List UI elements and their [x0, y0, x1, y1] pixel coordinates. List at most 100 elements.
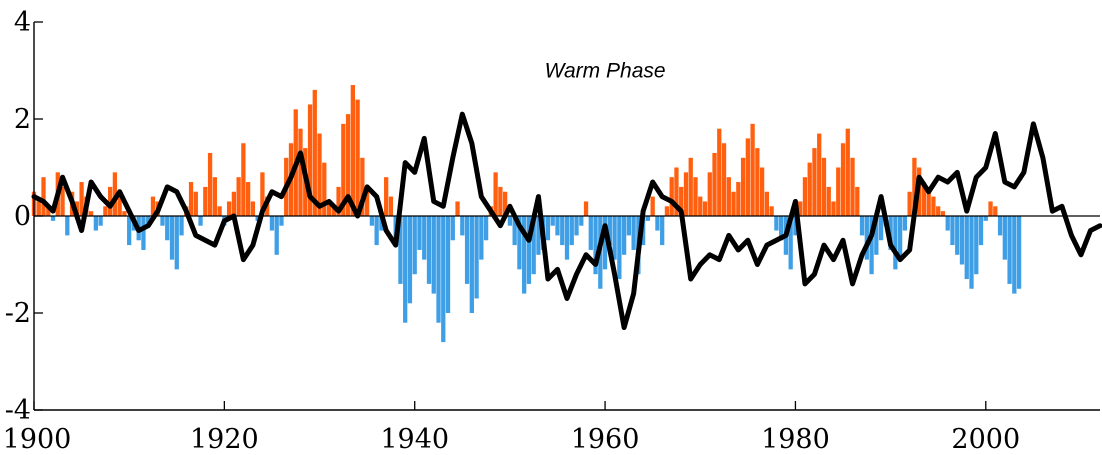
bar	[836, 167, 841, 216]
bar	[740, 157, 746, 216]
bar	[350, 85, 355, 216]
bar	[426, 216, 432, 284]
bar	[878, 216, 884, 241]
bar	[964, 216, 969, 280]
bar	[1007, 216, 1012, 284]
bar	[812, 148, 817, 216]
bar	[431, 216, 436, 294]
bar	[569, 216, 574, 246]
y-tick-label: -2	[5, 298, 31, 329]
bar	[579, 216, 584, 226]
y-tick-label: -4	[5, 395, 31, 426]
bar	[893, 216, 898, 270]
bar	[645, 216, 651, 221]
bar	[664, 206, 670, 216]
y-ticks: 4 2 0 -2 -4	[5, 7, 43, 426]
bar	[779, 216, 784, 241]
bar	[412, 216, 417, 275]
bar	[407, 216, 413, 304]
bar	[545, 216, 551, 241]
bar	[522, 216, 527, 294]
bar	[550, 216, 555, 226]
bar	[122, 211, 127, 216]
bar	[388, 196, 394, 216]
y-tick-label: 4	[14, 7, 31, 38]
bar	[988, 201, 993, 216]
bar	[993, 206, 998, 216]
bar	[726, 177, 731, 216]
bar	[788, 216, 793, 270]
x-tick-label: 1940	[380, 424, 449, 455]
bar	[912, 157, 917, 216]
bar	[574, 216, 579, 236]
bar	[112, 172, 118, 216]
bar	[236, 177, 241, 216]
bar	[940, 211, 946, 216]
bar	[717, 128, 722, 216]
y-tick-label: 2	[14, 104, 31, 135]
bar	[950, 216, 955, 246]
bar	[583, 201, 589, 216]
bar	[688, 157, 693, 216]
bar	[955, 216, 960, 255]
bar	[902, 216, 908, 231]
bar	[150, 196, 156, 216]
bar	[859, 216, 865, 236]
bar	[422, 216, 427, 260]
bar	[98, 216, 103, 226]
bar	[341, 123, 346, 216]
bar	[198, 216, 203, 226]
bar	[983, 216, 988, 221]
bar	[398, 216, 403, 284]
bar	[41, 177, 46, 216]
bar	[279, 216, 284, 226]
bar	[517, 216, 522, 270]
bar	[621, 216, 627, 255]
bar	[840, 143, 846, 216]
bar	[79, 182, 84, 216]
bar	[193, 191, 198, 216]
bar	[93, 216, 98, 231]
bar	[307, 104, 313, 216]
bar	[174, 216, 179, 270]
bar	[403, 216, 408, 323]
bar	[617, 216, 622, 280]
bar	[312, 89, 317, 216]
bar	[345, 114, 351, 216]
bar	[179, 216, 184, 236]
bar	[683, 172, 689, 216]
bar	[317, 133, 322, 216]
bar	[460, 216, 465, 236]
bar	[1012, 216, 1017, 294]
bar	[793, 216, 798, 236]
bar	[826, 186, 831, 216]
bar	[959, 216, 965, 265]
bar	[679, 186, 684, 216]
bar	[626, 216, 631, 236]
bar	[60, 186, 65, 216]
bar	[921, 182, 927, 216]
bar	[445, 216, 451, 313]
bar	[50, 216, 56, 221]
bar	[731, 191, 736, 216]
bar	[103, 206, 108, 216]
bar	[436, 216, 441, 323]
bar	[764, 191, 770, 216]
x-tick-label: 1920	[190, 424, 259, 455]
bar	[817, 133, 822, 216]
bar	[502, 191, 508, 216]
bar	[997, 216, 1003, 236]
bar	[217, 206, 222, 216]
bar	[269, 216, 275, 231]
bar	[536, 216, 541, 255]
bar	[474, 216, 479, 299]
bar	[493, 172, 498, 216]
bar	[931, 196, 936, 216]
bar	[355, 99, 360, 216]
bar	[364, 186, 370, 216]
bar	[326, 201, 332, 216]
bar	[274, 216, 279, 255]
bar	[926, 191, 931, 216]
bar	[602, 216, 608, 270]
